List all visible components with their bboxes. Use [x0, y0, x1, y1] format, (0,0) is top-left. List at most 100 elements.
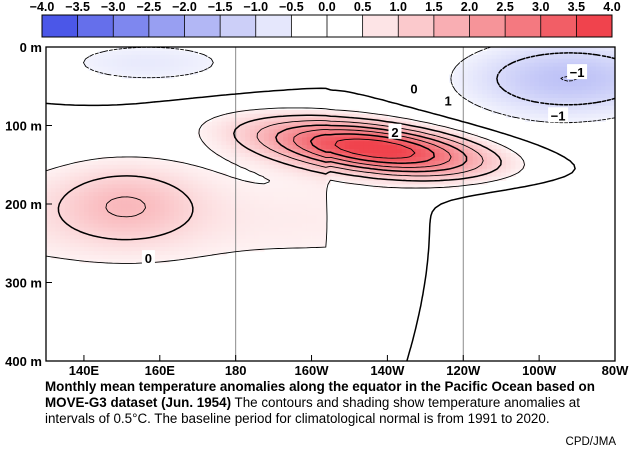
shading-cell	[586, 98, 592, 103]
shading-cell	[302, 160, 308, 166]
shading-cell	[458, 180, 464, 185]
shading-cell	[207, 239, 213, 244]
shading-cell	[202, 141, 208, 146]
shading-cell	[264, 207, 270, 213]
shading-cell	[112, 211, 118, 217]
shading-cell	[543, 90, 550, 95]
shading-cell	[524, 109, 531, 115]
shading-cell	[50, 247, 56, 252]
shading-cell	[453, 156, 459, 162]
shading-cell	[88, 251, 94, 256]
shading-cell	[64, 172, 71, 177]
shading-cell	[287, 172, 293, 177]
shading-cell	[377, 117, 384, 122]
shading-cell	[316, 223, 322, 228]
shading-cell	[468, 164, 474, 170]
contour-lines	[46, 47, 615, 361]
shading-cell	[55, 251, 61, 256]
shading-cell	[278, 133, 284, 138]
shading-cell	[155, 58, 161, 64]
shading-cell	[596, 70, 602, 75]
shading-cell	[344, 160, 350, 166]
shading-cell	[126, 215, 132, 221]
shading-cell	[60, 176, 66, 181]
shading-cell	[207, 211, 213, 217]
shading-cell	[264, 211, 270, 217]
shading-cell	[159, 172, 165, 177]
shading-cell	[121, 219, 128, 225]
shading-cell	[192, 200, 199, 205]
shading-cell	[155, 164, 161, 170]
shading-cell	[273, 200, 279, 205]
y-tick-label: 400 m	[5, 354, 42, 369]
shading-cell	[192, 223, 199, 228]
shading-cell	[136, 251, 142, 256]
shading-cell	[510, 168, 516, 173]
shading-cell	[415, 172, 421, 177]
shading-cell	[311, 125, 317, 130]
shading-cell	[297, 215, 303, 221]
shading-cell	[297, 129, 303, 134]
shading-cell	[259, 125, 265, 130]
shading-cell	[55, 235, 61, 240]
shading-cell	[55, 219, 61, 225]
shading-cell	[292, 121, 298, 126]
shading-cell	[64, 176, 71, 181]
shading-cell	[88, 164, 94, 170]
shading-cell	[548, 58, 554, 64]
shading-cell	[178, 200, 184, 205]
shading-cell	[283, 172, 289, 177]
shading-cell	[287, 227, 293, 232]
shading-cell	[107, 200, 113, 205]
shading-cell	[335, 117, 341, 122]
shading-cell	[415, 141, 421, 146]
shading-cell	[50, 180, 56, 185]
shading-cell	[150, 160, 156, 166]
shading-cell	[121, 176, 128, 181]
shading-cell	[211, 251, 218, 256]
shading-cell	[302, 137, 308, 142]
shading-cell	[482, 164, 488, 170]
shading-cell	[155, 172, 161, 177]
shading-cell	[449, 129, 455, 134]
shading-cell	[273, 145, 279, 150]
shading-cell	[453, 172, 459, 177]
shading-cell	[197, 219, 203, 225]
shading-cell	[50, 251, 56, 256]
shading-cell	[373, 137, 379, 142]
shading-cell	[354, 129, 360, 134]
shading-cell	[458, 78, 464, 83]
shading-cell	[93, 54, 99, 60]
shading-cell	[235, 211, 241, 217]
shading-cell	[46, 207, 52, 213]
shading-cell	[387, 145, 393, 150]
shading-cell	[268, 152, 274, 158]
shading-cell	[155, 247, 161, 252]
colorbar-bin	[184, 15, 221, 37]
shading-cell	[325, 156, 331, 162]
colorbar-tick-label: −1.0	[243, 0, 268, 14]
shading-cell	[273, 172, 279, 177]
shading-cell	[55, 192, 61, 197]
shading-cell	[344, 168, 350, 173]
shading-cell	[477, 98, 483, 103]
shading-cell	[240, 196, 246, 201]
shading-cell	[174, 168, 180, 173]
shading-cell	[264, 196, 270, 201]
shading-cell	[491, 86, 497, 91]
shading-cell	[159, 192, 165, 197]
shading-cell	[482, 176, 488, 181]
shading-cell	[112, 223, 118, 228]
shading-cell	[311, 192, 317, 197]
shading-cell	[377, 137, 384, 142]
shading-cell	[539, 62, 545, 68]
shading-cell	[411, 125, 417, 130]
shading-cell	[335, 129, 341, 134]
shading-cell	[567, 82, 573, 87]
shading-cell	[112, 66, 118, 71]
shading-cell	[197, 66, 203, 71]
shading-cell	[235, 247, 241, 252]
shading-cell	[264, 113, 270, 119]
shading-cell	[468, 78, 474, 83]
shading-cell	[178, 239, 184, 244]
